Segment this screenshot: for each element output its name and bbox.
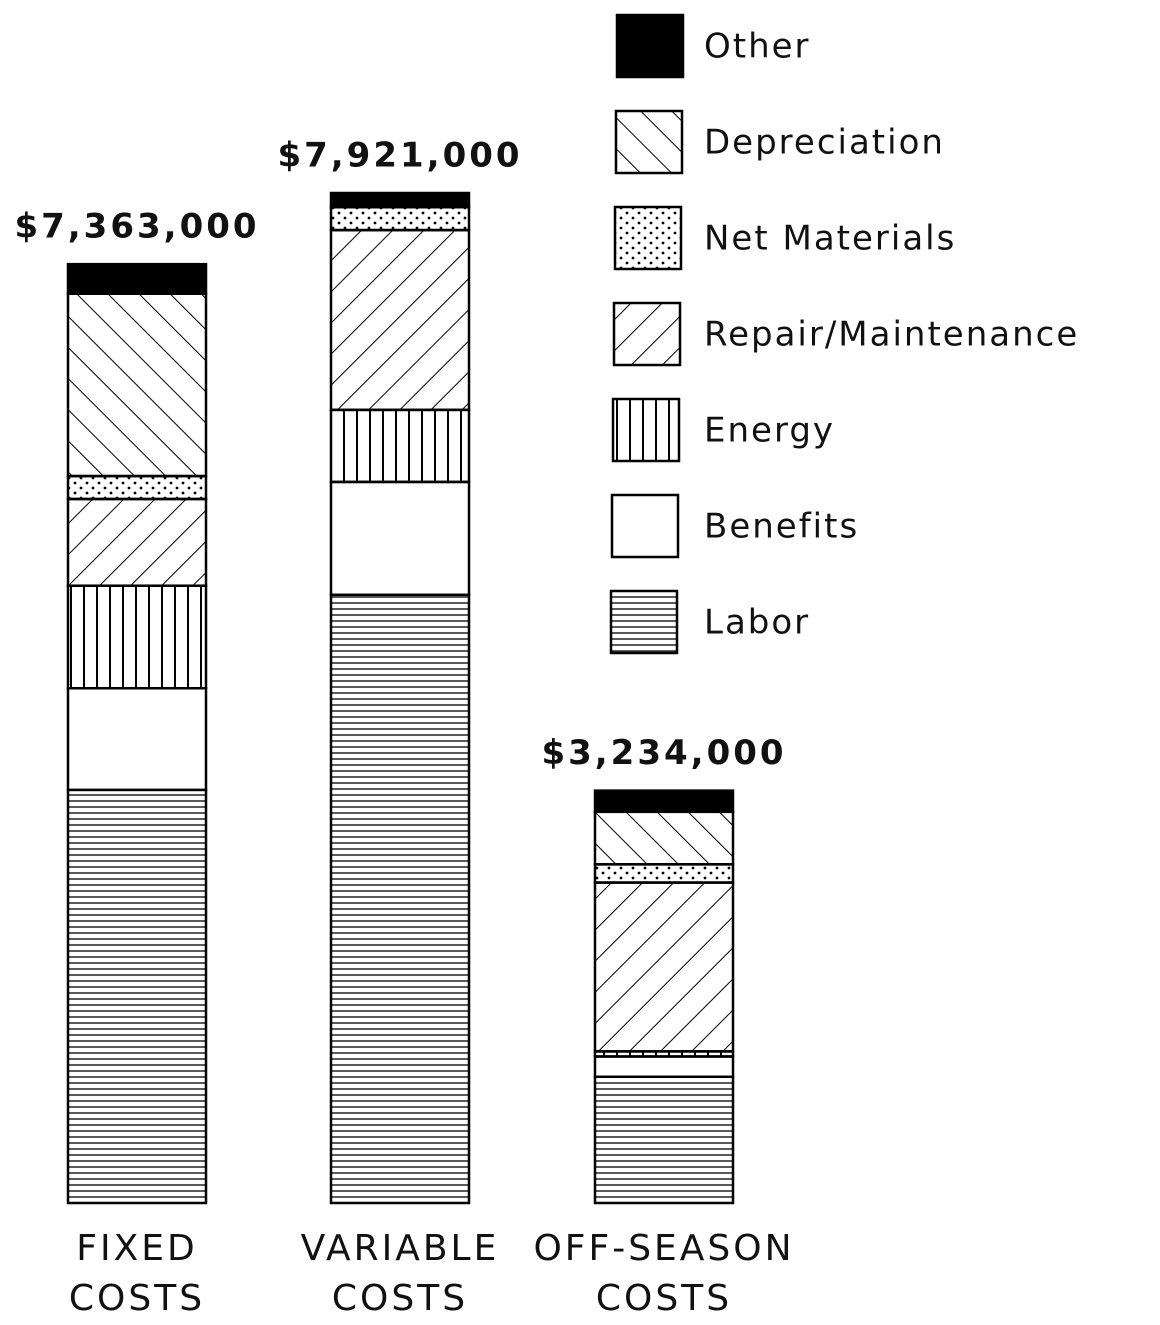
legend-swatch — [609, 589, 679, 655]
x-tick-label: VARIABLE — [301, 1228, 500, 1269]
legend-label: Net Materials — [704, 219, 956, 259]
legend-label: Depreciation — [704, 123, 945, 163]
bar-segment — [66, 584, 208, 690]
x-tick-label: COSTS — [596, 1278, 732, 1319]
bar-segment — [66, 474, 208, 501]
bar-segment — [66, 497, 208, 587]
x-tick-label: COSTS — [69, 1278, 205, 1319]
bar-segment — [329, 205, 471, 232]
bar-segment — [329, 480, 471, 597]
bar-segment — [329, 191, 471, 209]
total-label: $3,234,000 — [541, 733, 786, 773]
legend-swatch — [613, 205, 683, 271]
bar-segment — [66, 686, 208, 792]
x-tick-label: OFF-SEASON — [533, 1228, 794, 1269]
bar-segment — [593, 810, 735, 866]
total-label: $7,921,000 — [277, 136, 522, 176]
legend-swatch — [614, 109, 684, 175]
legend-swatch — [610, 493, 680, 559]
legend-label: Benefits — [704, 507, 859, 547]
bar-segment — [593, 881, 735, 1053]
bar-segment — [593, 863, 735, 884]
bar-segment — [593, 1075, 735, 1205]
bar-segment — [66, 788, 208, 1205]
bar-segment — [329, 593, 471, 1205]
legend-label: Labor — [704, 603, 810, 643]
bar-segment — [593, 1055, 735, 1079]
legend-label: Energy — [704, 411, 835, 451]
legend-swatch — [615, 13, 685, 79]
x-tick-label: FIXED — [76, 1228, 197, 1269]
bar-segment — [593, 789, 735, 814]
x-tick-label: COSTS — [332, 1278, 468, 1319]
total-label: $7,363,000 — [14, 207, 259, 247]
bar-segment — [329, 408, 471, 484]
legend-swatch — [612, 301, 682, 367]
legend-label: Other — [704, 27, 811, 67]
legend-label: Repair/Maintenance — [704, 315, 1079, 355]
legend-swatch — [611, 397, 681, 463]
bar-segment — [66, 262, 208, 295]
bar-segment — [66, 292, 208, 478]
bar-segment — [329, 228, 471, 412]
